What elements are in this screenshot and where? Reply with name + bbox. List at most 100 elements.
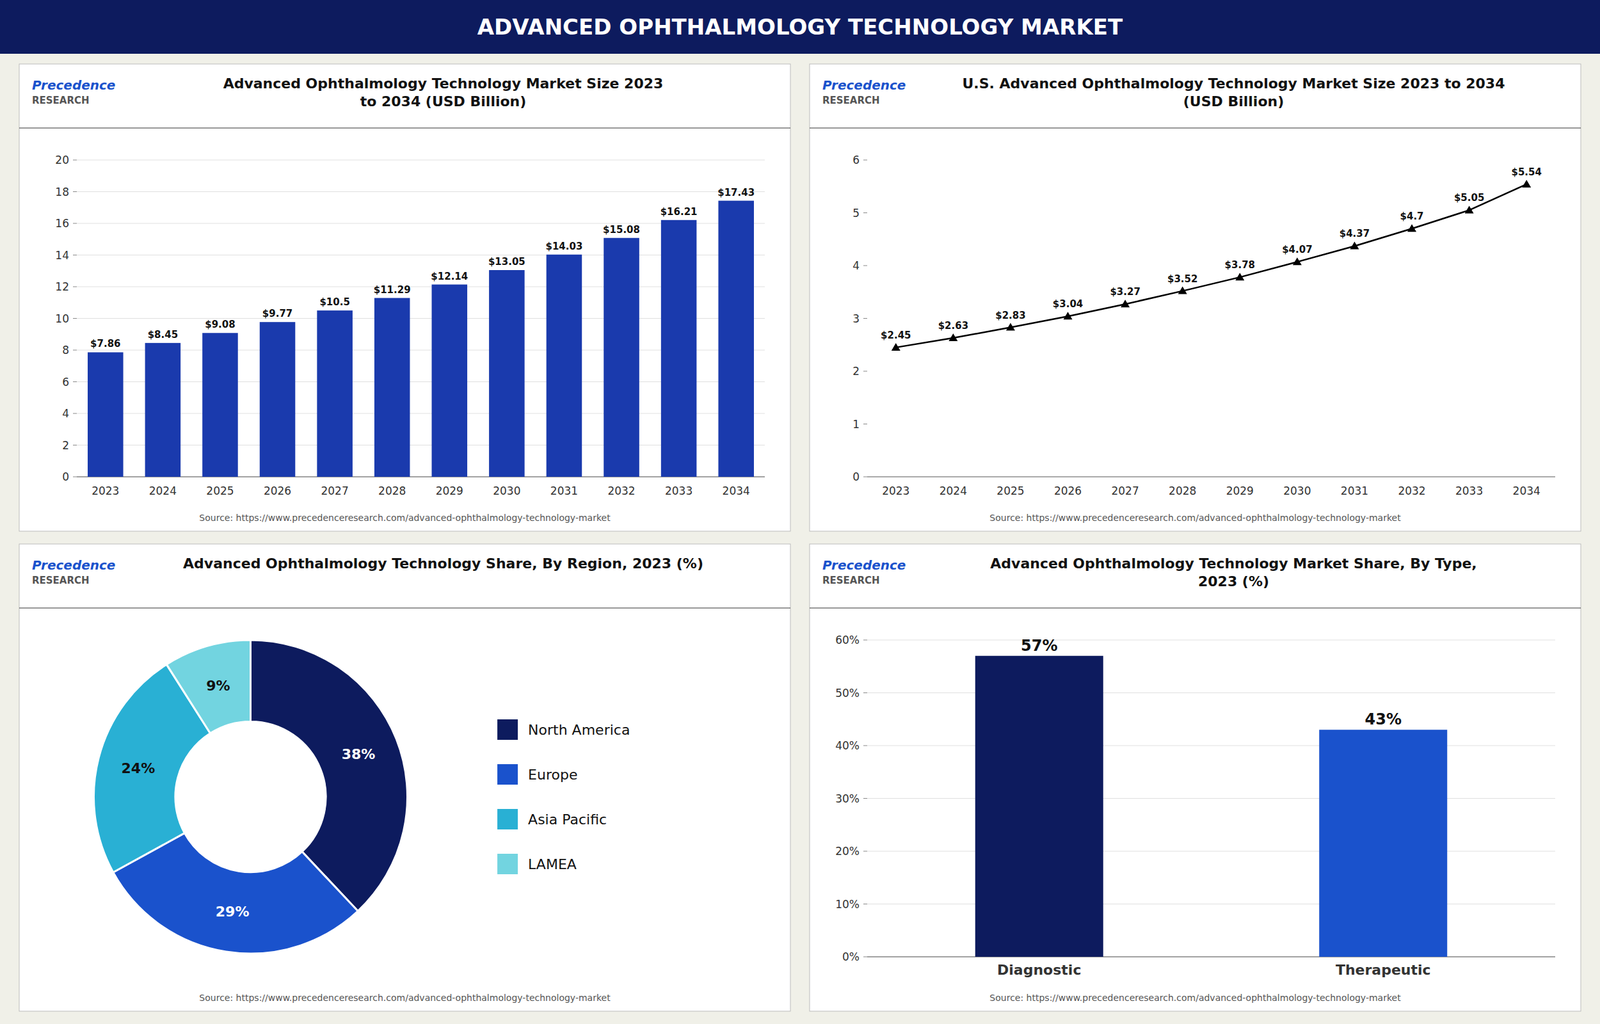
x-tick-label: 2032 [607,484,635,498]
bar [718,200,754,477]
grid-line [867,692,1556,694]
y-tick-label: 5 [852,206,860,220]
x-tick-label: 2032 [1397,484,1426,498]
grid-line [867,903,1556,905]
x-tick-label: 2034 [722,484,751,498]
legend-swatch [497,764,518,785]
y-tick-label: 3 [852,312,860,326]
y-tick [863,371,868,372]
y-tick-label: 8 [62,343,70,357]
data-label: $10.5 [319,296,350,308]
logo-bottom: RESEARCH [822,94,880,107]
data-label: 43% [1365,710,1402,729]
y-tick [72,476,77,478]
marker [1407,224,1417,232]
chart-panel: PrecedenceRESEARCH Source: https://www.pr… [19,544,791,1012]
grid-line [76,160,765,161]
page-background [0,0,1600,1024]
header-rule [809,608,1581,609]
marker [1292,257,1302,265]
y-tick-label: 14 [55,248,70,262]
chart-panel: PrecedenceRESEARCH Source: https://www.pr… [809,64,1581,532]
data-label: $3.27 [1109,286,1140,298]
data-labels: 38%29%24%9% [121,677,376,920]
data-label: $12.14 [430,270,468,283]
chart-title-line: (USD Billion) [1183,93,1284,110]
data-label: $2.63 [938,320,969,332]
x-tick-label: 2025 [206,484,234,498]
x-axis: 2023202420252026202720282029203020312032… [881,484,1541,498]
slices [94,640,408,954]
x-tick-label: 2025 [996,484,1024,498]
logo-top: Precedence [32,77,116,93]
slice [166,640,251,734]
data-label: $4.37 [1339,227,1370,240]
chart-title: Advanced Ophthalmology Technology Market… [223,75,664,110]
y-tick [72,160,77,161]
chart-panel: PrecedenceRESEARCH Source: https://www.pr… [809,544,1581,1012]
y-tick [863,160,868,161]
bar [432,284,468,477]
source-note: Source: https://www.precedenceresearch.c… [989,512,1401,523]
y-tick [72,350,77,351]
marker [1349,241,1359,249]
y-tick-label: 1 [852,417,860,431]
x-tick-label: 2026 [263,484,292,498]
bar [603,238,640,477]
legend: North AmericaEuropeAsia PacificLAMEA [497,719,630,875]
data-label: $11.29 [373,284,411,296]
panel [809,64,1581,532]
chart-title: Advanced Ophthalmology Technology Share,… [183,555,704,572]
grid-line [867,851,1556,852]
header-rule [19,128,791,129]
data-label: 9% [206,677,230,694]
data-label: $4.7 [1400,210,1424,223]
x-axis: DiagnosticTherapeutic [997,961,1432,978]
data-label: $2.83 [995,309,1026,322]
y-tick [863,423,868,425]
data-label: $5.05 [1454,192,1485,204]
logo-top: Precedence [32,557,116,573]
source-note: Source: https://www.precedenceresearch.c… [199,992,611,1003]
data-label: $14.03 [545,240,584,253]
chart-title-line: Advanced Ophthalmology Technology Market… [990,555,1477,572]
data-label: $3.78 [1224,259,1256,271]
line [896,184,1527,348]
y-tick [72,254,77,256]
y-tick-label: 6 [852,153,860,167]
bar [488,270,525,477]
y-tick [863,640,868,641]
data-label: $8.45 [147,328,178,341]
source-note: Source: https://www.precedenceresearch.c… [989,992,1401,1003]
data-label: $4.07 [1281,243,1312,256]
data-labels: 57%43% [1020,636,1402,729]
data-label: $5.54 [1511,166,1542,178]
x-tick-label: 2031 [1340,484,1369,498]
logo-bottom: RESEARCH [32,574,90,587]
panel [19,64,791,532]
y-tick [72,286,77,288]
y-tick [863,745,868,747]
grid-line [867,798,1556,799]
page-title: ADVANCED OPHTHALMOLOGY TECHNOLOGY MARKET [477,14,1124,40]
x-axis-line [867,476,1556,478]
y-tick [863,903,868,905]
y-tick-label: 12 [55,280,70,294]
x-axis: 2023202420252026202720282029203020312032… [91,484,751,498]
x-tick-label: 2023 [881,484,910,498]
y-tick-label: 18 [55,185,70,199]
chart-title-line: to 2034 (USD Billion) [360,93,527,110]
logo-bottom: RESEARCH [822,574,880,587]
marker [1521,179,1531,188]
x-tick-label: 2028 [378,484,406,498]
marks [891,179,1531,351]
y-tick [72,318,77,319]
legend-label: North America [528,721,630,738]
x-tick-label: 2031 [550,484,578,498]
logo-top: Precedence [822,557,906,573]
bar [1319,729,1448,957]
x-tick-label: 2033 [1455,484,1483,498]
y-tick-label: 4 [852,259,860,272]
x-tick-label: 2027 [1111,484,1139,498]
logo-top: Precedence [822,77,906,93]
